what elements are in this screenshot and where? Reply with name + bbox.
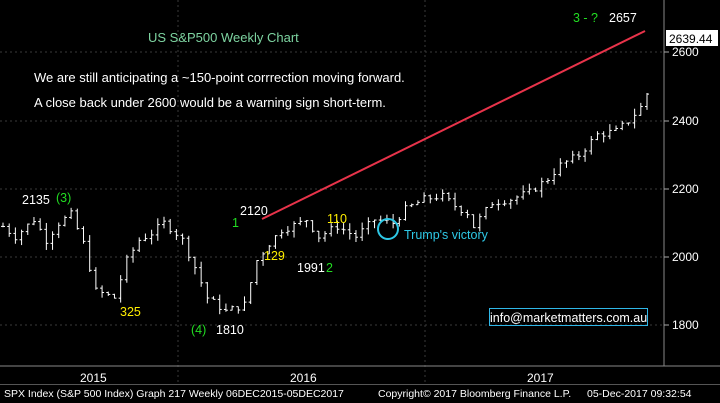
- annotation-label: 3 - ?: [573, 11, 599, 25]
- annotation-label: (4): [191, 323, 207, 337]
- x-tick-label: 2015: [80, 371, 107, 384]
- chart-title: US S&P500 Weekly Chart: [148, 30, 299, 45]
- y-axis: 2600 2400 2200 2000 1800: [664, 45, 699, 332]
- annotation-label: 325: [120, 305, 141, 319]
- grid: [0, 51, 664, 326]
- annotation-label: 2657: [609, 11, 637, 25]
- trendline: [261, 30, 646, 220]
- contact-email[interactable]: info@marketmatters.com.au: [489, 308, 648, 326]
- y-tick-label: 2600: [672, 45, 699, 59]
- annotation-label: 129: [264, 249, 285, 263]
- x-tick-label: 2016: [290, 371, 317, 384]
- y-tick-label: 2000: [672, 250, 699, 264]
- svg-text:2639.44: 2639.44: [669, 32, 713, 46]
- y-tick-label: 2400: [672, 114, 699, 128]
- last-price-tag: 2639.44: [666, 30, 718, 46]
- annotation-label: 1: [232, 216, 239, 230]
- annotation-label: Trump's victory: [404, 228, 488, 242]
- annotation-label: 1810: [216, 323, 244, 337]
- y-tick-label: 2200: [672, 182, 699, 196]
- x-tick-label: 2017: [527, 371, 554, 384]
- y-tick-label: 1800: [672, 318, 699, 332]
- x-axis: 2015 2016 2017: [80, 371, 554, 384]
- annotation-label: (3): [56, 191, 72, 205]
- annotation-label: 1991: [297, 261, 325, 275]
- annotation-label: 2120: [240, 204, 268, 218]
- commentary-line-1: We are still anticipating a ~150-point c…: [34, 70, 405, 85]
- footer-copyright: Copyright© 2017 Bloomberg Finance L.P.: [378, 388, 572, 400]
- annotation-label: 2135: [22, 193, 50, 207]
- weekly-price-chart: 2600 2400 2200 2000 1800 2639.44 2015 20…: [0, 0, 720, 384]
- footer-timestamp: 05-Dec-2017 09:32:54: [587, 388, 692, 400]
- annotation-label: 2: [326, 261, 333, 275]
- commentary-line-2: A close back under 2600 would be a warni…: [34, 95, 386, 110]
- footer-source: SPX Index (S&P 500 Index) Graph 217 Week…: [4, 388, 344, 400]
- bloomberg-footer: SPX Index (S&P 500 Index) Graph 217 Week…: [0, 384, 720, 403]
- trump-victory-circle: [377, 218, 399, 240]
- price-bars: [1, 93, 649, 315]
- annotation-label: 110: [327, 212, 347, 226]
